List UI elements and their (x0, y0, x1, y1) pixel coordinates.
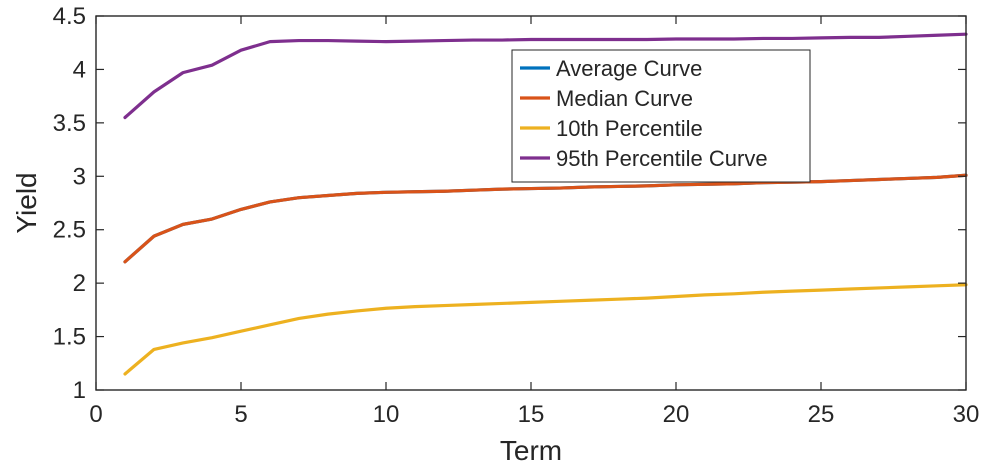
y-tick-label: 2.5 (53, 217, 86, 244)
legend-label-2: Median Curve (556, 86, 693, 111)
series-line-4 (123, 32, 968, 120)
x-tick-label: 5 (234, 401, 247, 428)
series-line-3 (123, 283, 968, 376)
ticks: 0 5 10 15 20 25 30 1 1.5 2 2.5 3 3.5 4 4.5 (53, 3, 980, 428)
y-tick-label: 1 (73, 377, 86, 404)
x-tick-label: 10 (373, 401, 400, 428)
x-tick-label: 15 (518, 401, 545, 428)
series-line-2 (123, 173, 968, 264)
y-tick-label: 4.5 (53, 3, 86, 30)
y-axis-label: Yield (11, 172, 42, 233)
legend-label-3: 10th Percentile (556, 116, 703, 141)
x-tick-label: 30 (953, 401, 980, 428)
legend-label-4: 95th Percentile Curve (556, 146, 768, 171)
y-tick-label: 2 (73, 270, 86, 297)
legend-box (511, 49, 811, 183)
legend-label-1: Average Curve (556, 56, 702, 81)
x-tick-label: 0 (89, 401, 102, 428)
y-tick-label: 3.5 (53, 110, 86, 137)
legend: Average Curve Median Curve 10th Percentile… (511, 49, 811, 183)
x-tick-label: 25 (808, 401, 835, 428)
x-tick-label: 20 (663, 401, 690, 428)
y-tick-label: 4 (73, 56, 86, 83)
series-lines (123, 32, 968, 376)
y-tick-label: 3 (73, 163, 86, 190)
y-tick-label: 1.5 (53, 324, 86, 351)
x-axis-label: Term (500, 435, 562, 466)
